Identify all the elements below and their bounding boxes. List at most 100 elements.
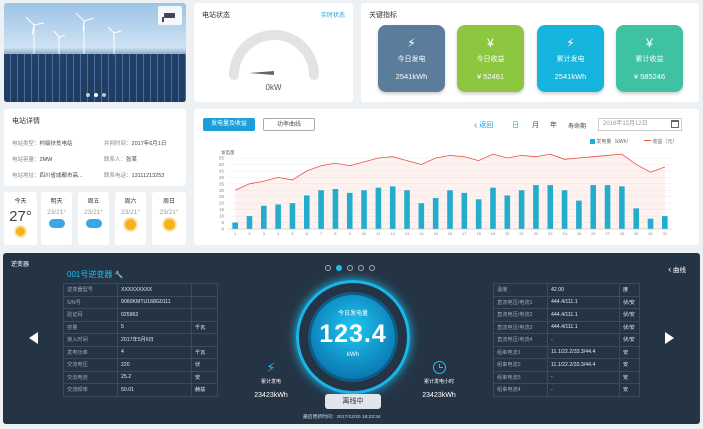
x-tick-label: 22 (534, 231, 539, 236)
y-tick-label: 15 (219, 207, 225, 212)
weather-today: 今天 27° (4, 192, 37, 245)
y-tick-label: 45 (219, 168, 225, 173)
chart-bar (662, 216, 668, 229)
chart-bar (389, 186, 396, 229)
chart-bar (633, 208, 639, 229)
tab-power-curve[interactable]: 功率曲线 (263, 118, 315, 131)
total-hours: 累计发电小时 23423kWh (409, 361, 469, 399)
power-gauge (229, 30, 319, 80)
table-row: 直流电压/电流1 444.4/111.1 伏/安 (493, 295, 640, 309)
y-tick-label: 5 (221, 220, 224, 225)
row-label: 接入时间 (63, 333, 118, 347)
row-label: 交流频率 (63, 383, 118, 397)
chart-bar (289, 203, 296, 229)
kpi-value: ¥ 52461 (476, 72, 505, 81)
curve-link[interactable]: ‹ 曲线 (668, 264, 686, 274)
x-tick-label: 30 (648, 231, 653, 236)
x-tick-label: 10 (362, 231, 367, 236)
row-unit: 千瓦 (191, 345, 218, 359)
chart-bar (590, 185, 597, 229)
row-label: 直流电压/电流4 (493, 333, 548, 347)
chart-bar (461, 192, 468, 229)
row-label: 逆变器型号 (63, 283, 118, 297)
inverter-name[interactable]: 001号逆变器 🔧 (67, 270, 124, 279)
x-tick-label: 18 (476, 231, 481, 236)
table-row: 直流电压/电流4- 伏/安 (493, 333, 640, 347)
row-label: 直流电压/电流3 (493, 320, 548, 334)
date-input[interactable]: 2016年12月12日 (598, 118, 682, 131)
chart-bar (432, 198, 439, 229)
chart-bar (604, 185, 611, 229)
chart-bar (561, 190, 568, 229)
x-tick-label: 11 (376, 231, 381, 236)
chart-bar (404, 190, 410, 229)
carousel-dots[interactable] (86, 93, 106, 97)
next-inverter-arrow[interactable] (665, 332, 674, 344)
kpi-label: 今日发电 (397, 56, 426, 63)
row-value: - (547, 333, 620, 347)
row-label: 验证码 (63, 308, 118, 322)
prev-inverter-arrow[interactable] (29, 332, 38, 344)
range-day[interactable]: 日 (512, 122, 519, 129)
camera-icon[interactable] (158, 6, 182, 25)
station-detail-card: 电站详情 电站类型：村级扶贫电站 并网时间：2017年6月1日 电站容量：2MW… (4, 109, 186, 186)
table-row: 发电功率 4 千瓦 (63, 345, 218, 359)
x-tick-label: 17 (462, 231, 467, 236)
chart-bar (647, 218, 654, 229)
y-tick-label: 50 (219, 162, 225, 167)
kpi-label: 累计收益 (635, 56, 664, 63)
range-year[interactable]: 年 (550, 122, 557, 129)
x-tick-label: 7 (320, 231, 323, 236)
generation-chart-card: 发电量及收益 功率曲线 ‹ 返回 日 月 年 寿命期 2016年12月12日 发… (194, 109, 699, 245)
row-unit (191, 308, 218, 322)
chevron-left-icon: ‹ (668, 264, 672, 274)
range-lifetime[interactable]: 寿命期 (568, 124, 587, 130)
kpi-today-income[interactable]: ¥ 今日收益 ¥ 52461 (457, 25, 524, 92)
tab-generation-income[interactable]: 发电量及收益 (203, 118, 255, 131)
y-tick-label: 0 (221, 227, 224, 232)
kpi-value: 2541kWh (395, 72, 428, 81)
table-row: 直流电压/电流2 444.4/111.1 伏/安 (493, 308, 640, 322)
x-tick-label: 14 (419, 231, 424, 236)
wrench-icon: 🔧 (114, 272, 124, 279)
yen-icon: ¥ (487, 36, 494, 50)
row-unit: 伏/安 (619, 295, 640, 309)
row-label: 容量 (63, 320, 118, 334)
table-row: 交流电流 25.2 安 (63, 370, 218, 384)
x-tick-label: 12 (390, 231, 395, 236)
kpi-total-generation[interactable]: ⚡ 累计发电 2541kWh (537, 25, 604, 92)
table-row: S/N号 9060KMTU168G0111 (63, 295, 218, 309)
x-tick-label: 25 (577, 231, 582, 236)
kpi-today-generation[interactable]: ⚡ 今日发电 2541kWh (378, 25, 445, 92)
sun-icon (163, 219, 175, 230)
row-unit: 伏 (191, 358, 218, 372)
x-tick-label: 4 (277, 231, 280, 236)
range-month[interactable]: 月 (532, 122, 539, 129)
row-value: 50.01 (117, 383, 192, 397)
row-unit: 度 (619, 283, 640, 297)
total-generation: ⚡ 累计发电 23423kWh (241, 361, 301, 399)
row-unit: 安 (619, 358, 640, 372)
row-label: 直流电压/电流2 (493, 308, 548, 322)
y-tick-label: 55 (219, 156, 225, 161)
inverter-right-table: 温度 42.00 度直流电压/电流1 444.4/111.1 伏/安 直流电压/电流2 44… (493, 283, 640, 397)
row-value: 444.4/111.1 (547, 308, 620, 322)
kpi-total-income[interactable]: ¥ 累计收益 ¥ 585246 (616, 25, 683, 92)
chart-bar (332, 188, 339, 229)
back-button[interactable]: ‹ 返回 (474, 120, 494, 131)
chart-bar (275, 204, 281, 229)
today-generation-value: 123.4 (319, 320, 387, 348)
x-tick-label: 5 (291, 231, 294, 236)
inverter-pagination[interactable] (325, 265, 375, 271)
x-tick-label: 29 (634, 231, 639, 236)
chart-bar (619, 186, 625, 229)
calendar-icon[interactable] (671, 120, 679, 128)
table-row: 组串电流1 11.1/22.2/33.3/44.4 安 (493, 345, 640, 359)
income-line (234, 153, 665, 191)
weather-sunday: 周日 23/21° (152, 192, 186, 245)
offline-status-button[interactable]: 离线中 (325, 394, 381, 409)
x-tick-label: 26 (591, 231, 596, 236)
chart-bar (447, 190, 453, 229)
row-unit (191, 283, 218, 297)
realtime-status-link[interactable]: 实时状态 (320, 13, 345, 19)
